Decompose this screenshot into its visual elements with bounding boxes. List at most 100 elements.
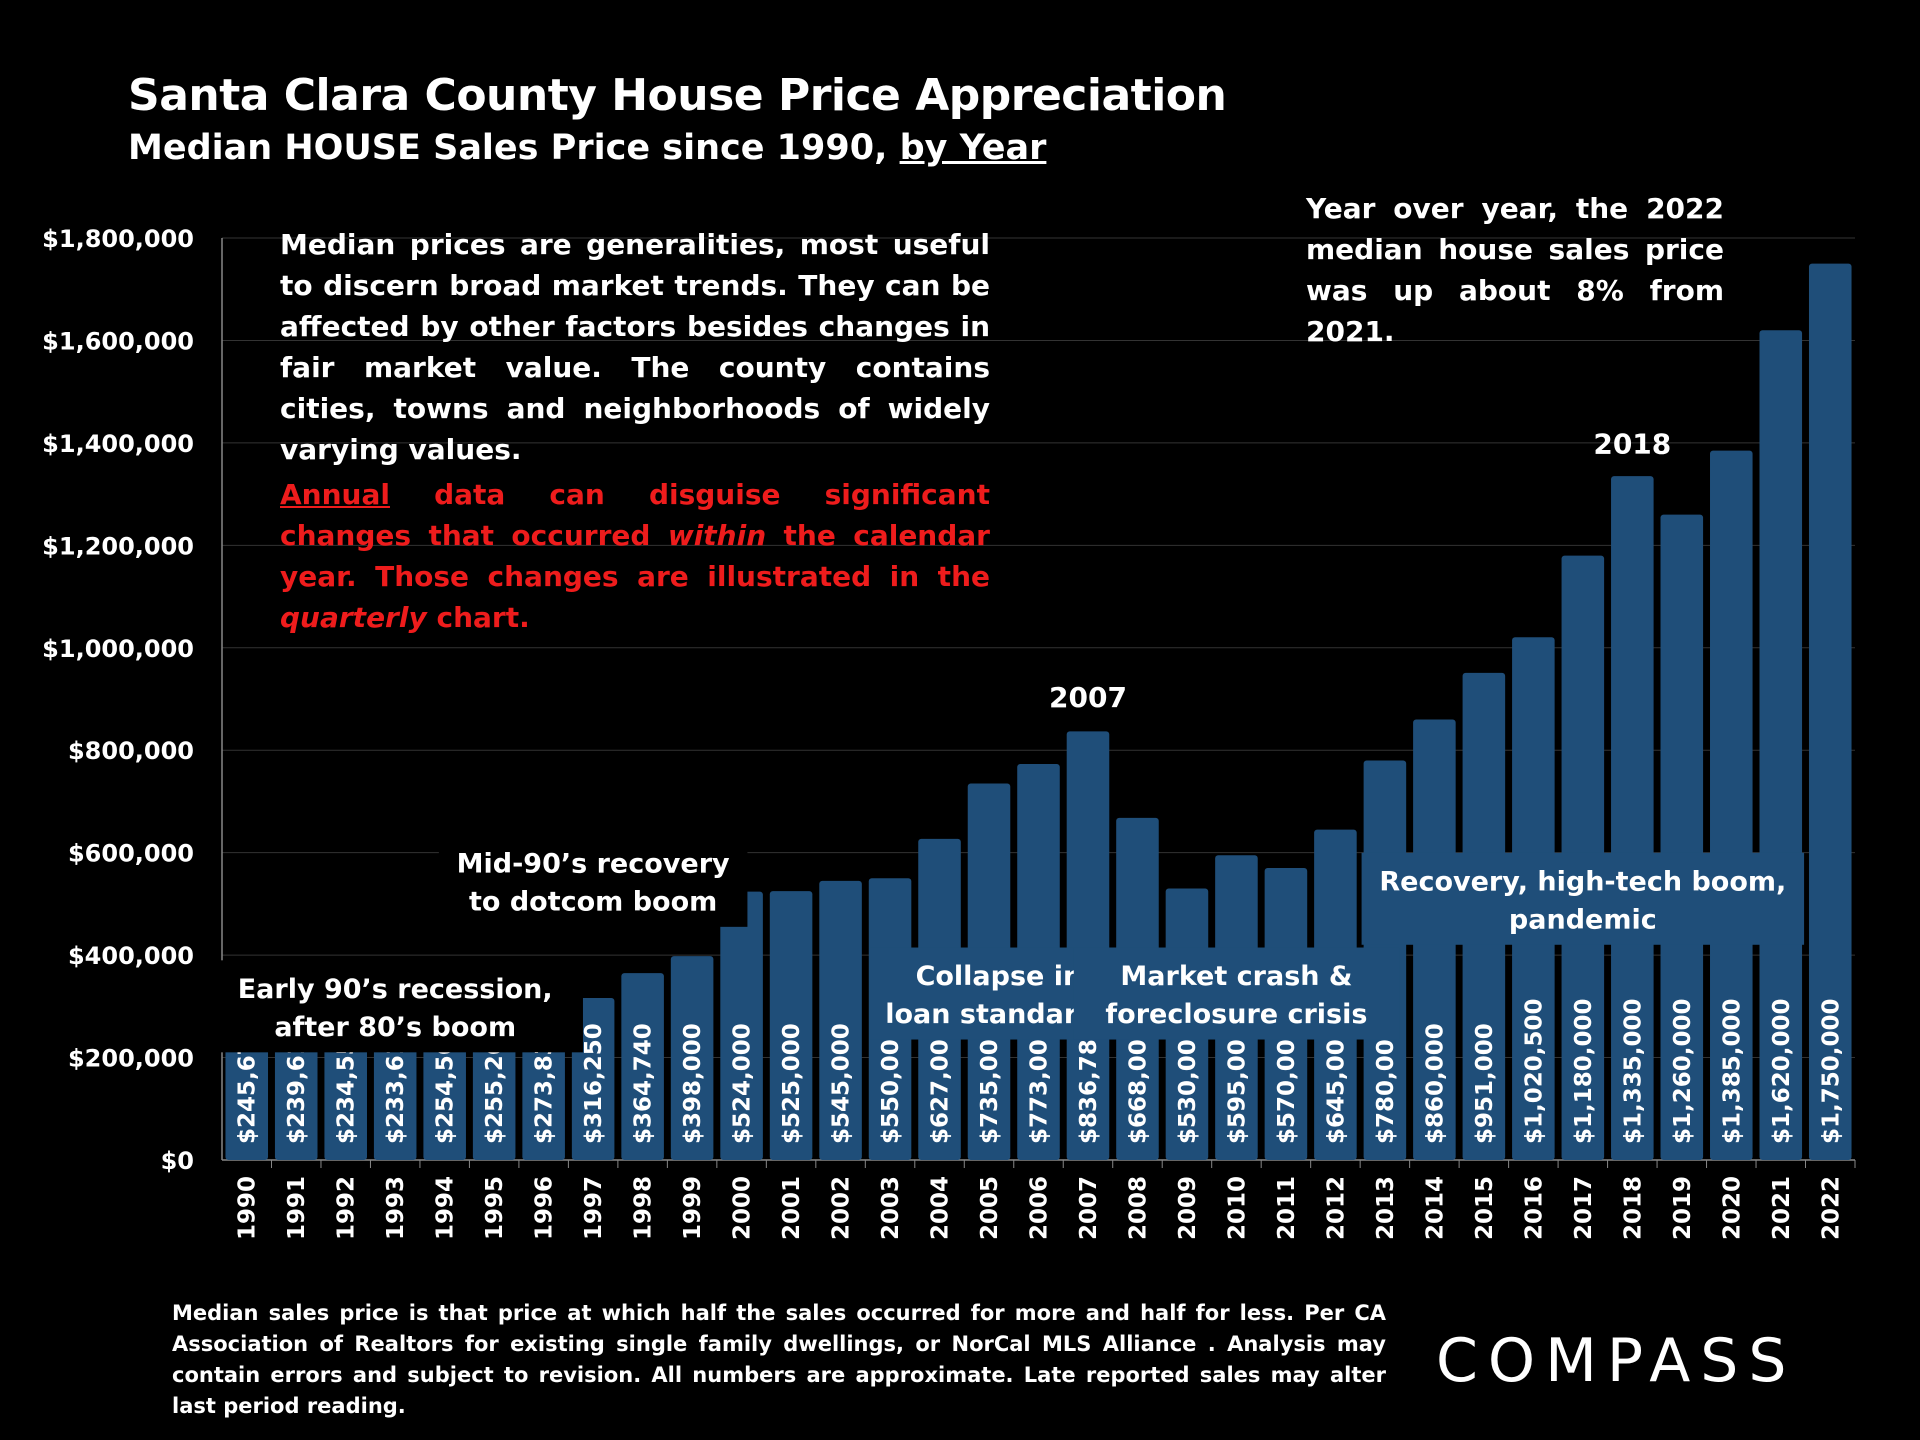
x-tick-label: 2016	[1521, 1176, 1547, 1240]
bar	[522, 1019, 565, 1160]
value-label: $570,000	[1274, 1023, 1300, 1144]
x-tick-label: 2022	[1818, 1176, 1844, 1240]
y-tick-label: $800,000	[68, 737, 194, 765]
x-tick-label: 2013	[1373, 1176, 1399, 1240]
x-tick-label: 2010	[1224, 1176, 1250, 1240]
bar	[1808, 263, 1852, 1161]
value-label: $627,000	[928, 1023, 954, 1144]
note-red-part1: data can disguise significant changes th…	[280, 478, 990, 552]
note-annual-word: Annual	[280, 478, 390, 511]
y-tick-label: $1,800,000	[42, 225, 194, 253]
annotation-text: pandemic	[1509, 904, 1657, 935]
value-label: $364,740	[631, 1023, 657, 1144]
y-tick-label: $200,000	[68, 1045, 194, 1073]
value-label: $780,000	[1373, 1023, 1399, 1144]
x-tick-label: 2000	[730, 1176, 756, 1240]
bar	[225, 1034, 269, 1160]
value-label: $545,000	[829, 1023, 855, 1144]
x-tick-label: 2017	[1571, 1176, 1597, 1240]
bar	[472, 1029, 516, 1160]
subtitle-link-text: by Year	[899, 128, 1047, 168]
y-tick-label: $1,200,000	[42, 532, 194, 560]
compass-logo: COMPASS	[1436, 1326, 1797, 1396]
x-tick-label: 2015	[1472, 1176, 1498, 1240]
x-tick-label: 2003	[878, 1176, 904, 1240]
x-tick-label: 2018	[1620, 1176, 1646, 1240]
value-label: $1,260,000	[1670, 998, 1696, 1144]
note-median-generalities: Median prices are generalities, most use…	[280, 228, 990, 466]
x-tick-label: 1998	[631, 1176, 657, 1240]
x-tick-label: 2021	[1769, 1176, 1795, 1240]
value-label: $951,000	[1472, 1023, 1498, 1144]
note-annual-data: Annual data can disguise significant cha…	[280, 474, 990, 638]
annotation-box	[1361, 852, 1805, 945]
value-label: $773,000	[1027, 1023, 1053, 1144]
x-tick-label: 2012	[1323, 1176, 1349, 1240]
x-tick-label: 1993	[383, 1176, 409, 1240]
x-tick-label: 2002	[829, 1176, 855, 1240]
bar	[621, 973, 664, 1160]
x-tick-label: 2020	[1719, 1176, 1745, 1240]
value-label: $524,000	[730, 1023, 756, 1144]
annotation-text: 2007	[1049, 681, 1127, 714]
x-tick-label: 2014	[1422, 1176, 1448, 1240]
value-label: $1,385,000	[1719, 998, 1745, 1144]
bar	[373, 1040, 417, 1160]
value-label: $860,000	[1422, 1023, 1448, 1144]
x-tick-label: 1994	[433, 1176, 459, 1240]
annotation-box	[1073, 947, 1400, 1040]
x-tick-label: 1991	[284, 1176, 310, 1240]
bar	[1660, 514, 1704, 1160]
y-tick-label: $1,400,000	[42, 430, 194, 458]
value-label: $316,250	[581, 1023, 607, 1144]
x-tick-label: 2011	[1274, 1176, 1300, 1240]
annotation-text: Recovery, high-tech boom,	[1379, 866, 1786, 897]
bar	[423, 1029, 466, 1160]
value-label: $735,000	[977, 1023, 1003, 1144]
value-label: $525,000	[779, 1023, 805, 1144]
x-tick-label: 2006	[1027, 1176, 1053, 1240]
note-year-over-year: Year over year, the 2022 median house sa…	[1306, 192, 1724, 348]
note-red-italic1: within	[667, 519, 767, 552]
x-tick-label: 2007	[1076, 1176, 1102, 1240]
note-red-italic2: quarterly	[280, 601, 427, 634]
annotation-text: Early 90’s recession,	[238, 974, 553, 1005]
chart-subtitle: Median HOUSE Sales Price since 1990, by …	[128, 128, 1046, 168]
value-label: $595,000	[1224, 1023, 1250, 1144]
value-label: $1,750,000	[1818, 998, 1844, 1144]
value-label: $1,180,000	[1571, 998, 1597, 1144]
annotation-text: Market crash &	[1120, 961, 1352, 992]
bar	[324, 1039, 367, 1160]
value-label: $836,780	[1076, 1023, 1102, 1144]
annotation-box	[207, 960, 583, 1053]
bar	[1611, 476, 1654, 1160]
note-red-part3: chart.	[426, 601, 530, 634]
x-tick-label: 2008	[1125, 1176, 1151, 1240]
x-tick-label: 1992	[334, 1176, 360, 1240]
x-tick-label: 1990	[235, 1176, 261, 1240]
bar	[1710, 450, 1753, 1160]
x-tick-label: 2001	[779, 1176, 805, 1240]
x-tick-label: 2019	[1670, 1176, 1696, 1240]
bar	[1759, 330, 1803, 1160]
annotation-text: Collapse in	[916, 961, 1083, 992]
x-tick-label: 1997	[581, 1176, 607, 1240]
y-tick-label: $600,000	[68, 840, 194, 868]
footnote: Median sales price is that price at whic…	[172, 1301, 1386, 1418]
value-label: $1,335,000	[1620, 998, 1646, 1144]
value-label: $398,000	[680, 1023, 706, 1144]
bar	[769, 891, 813, 1160]
x-tick-label: 1995	[482, 1176, 508, 1240]
x-tick-label: 1996	[532, 1176, 558, 1240]
value-label: $1,020,500	[1521, 998, 1547, 1144]
note-red-part2: the calendar year. Those changes are ill…	[280, 519, 990, 593]
y-tick-label: $1,600,000	[42, 327, 194, 355]
chart-title: Santa Clara County House Price Appreciat…	[128, 70, 1227, 121]
subtitle-text: Median HOUSE Sales Price since 1990,	[128, 128, 900, 168]
annotation-text: foreclosure crisis	[1105, 999, 1367, 1030]
bar	[1066, 731, 1110, 1160]
bar	[274, 1037, 318, 1160]
bar	[819, 880, 862, 1160]
y-tick-label: $0	[161, 1147, 194, 1175]
